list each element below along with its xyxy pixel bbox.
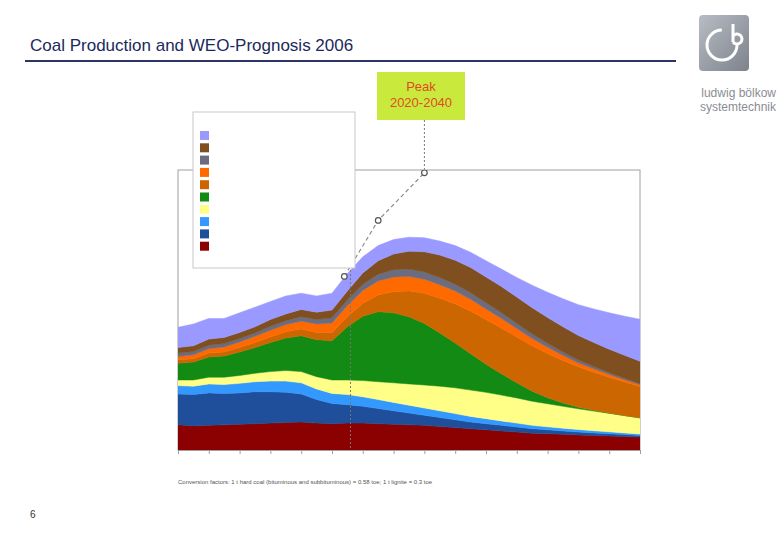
x-tick — [424, 450, 425, 454]
callout-text: Peak — [406, 79, 436, 94]
x-tick-mark — [240, 450, 241, 454]
legend-swatch — [200, 205, 209, 214]
legend-swatch — [200, 217, 209, 226]
logo-badge — [699, 15, 749, 71]
x-tick-mark — [209, 450, 210, 454]
x-tick — [332, 450, 333, 454]
x-tick — [517, 450, 518, 454]
legend-swatch — [200, 131, 209, 140]
callout-text: 2020-2040 — [390, 95, 452, 110]
x-tick-mark — [394, 450, 395, 454]
x-axis-line — [179, 451, 641, 455]
logo-text: ludwig bölkow — [701, 86, 776, 100]
callout-leader — [424, 120, 425, 170]
line-marker — [375, 218, 381, 224]
logo — [699, 15, 749, 71]
line-marker — [422, 170, 428, 176]
x-tick — [640, 450, 641, 454]
callout-box — [377, 72, 465, 120]
x-tick-mark — [301, 450, 302, 454]
x-tick-mark — [455, 450, 456, 454]
x-tick — [548, 450, 549, 454]
x-tick-mark — [548, 450, 549, 454]
legend — [193, 112, 355, 268]
x-tick-mark — [424, 450, 425, 454]
x-tick — [209, 450, 210, 454]
page-number: 6 — [30, 509, 36, 520]
footnote: Conversion factors: 1 t hard coal (bitum… — [178, 479, 433, 485]
legend-swatch — [200, 143, 209, 152]
x-tick — [240, 450, 241, 454]
x-tick — [455, 450, 456, 454]
legend-swatch — [200, 242, 209, 251]
legend-swatch — [200, 156, 209, 165]
logo-letter — [733, 24, 742, 44]
x-tick-mark — [178, 450, 179, 454]
x-tick — [609, 450, 610, 454]
logo-text: systemtechnik — [700, 100, 777, 114]
legend-swatch — [200, 180, 209, 189]
x-tick-mark — [640, 450, 641, 454]
x-tick-mark — [270, 450, 271, 454]
slide-title: Coal Production and WEO-Prognosis 2006 — [30, 36, 353, 55]
x-tick — [178, 450, 179, 454]
x-tick-mark — [363, 450, 364, 454]
x-tick — [301, 450, 302, 454]
x-tick — [394, 450, 395, 454]
x-tick — [578, 450, 579, 454]
line-marker — [342, 274, 348, 280]
title-rule — [25, 60, 676, 62]
legend-swatch — [200, 168, 209, 177]
legend-swatch — [200, 229, 209, 238]
x-tick — [363, 450, 364, 454]
x-axis — [179, 450, 641, 454]
slide: Coal Production and WEO-Prognosis 2006 lu… — [0, 0, 780, 540]
x-tick-mark — [578, 450, 579, 454]
x-tick-mark — [332, 450, 333, 454]
x-tick — [270, 450, 271, 454]
legend-swatch — [200, 193, 209, 202]
x-tick — [486, 450, 487, 454]
legend-box — [193, 112, 355, 268]
x-tick-mark — [517, 450, 518, 454]
x-tick-mark — [609, 450, 610, 454]
x-tick-mark — [486, 450, 487, 454]
line-series — [344, 173, 424, 277]
